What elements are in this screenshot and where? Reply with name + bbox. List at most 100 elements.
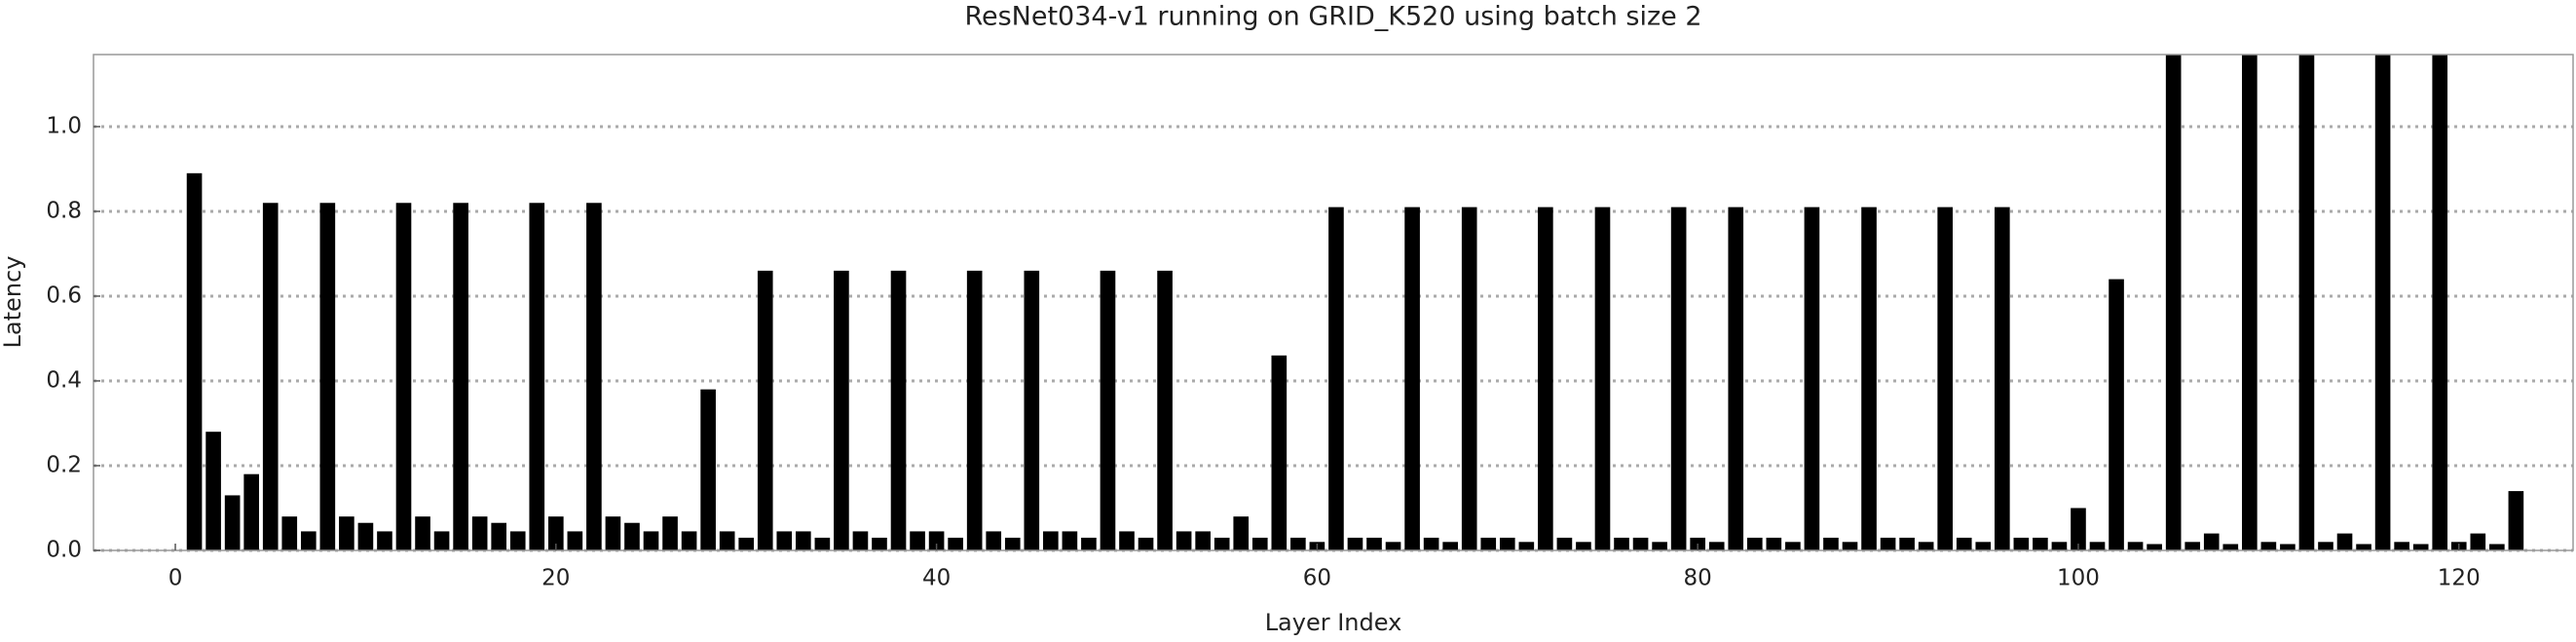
y-tick-label: 0.6 bbox=[46, 283, 82, 308]
bar bbox=[243, 473, 259, 550]
bar bbox=[186, 172, 203, 550]
bar bbox=[339, 516, 355, 550]
bar bbox=[796, 531, 811, 550]
bar bbox=[662, 516, 678, 550]
bar bbox=[2089, 542, 2106, 550]
bar bbox=[1556, 537, 1573, 550]
bar bbox=[415, 516, 430, 550]
bar bbox=[1385, 542, 1401, 550]
bar bbox=[1670, 207, 1687, 550]
y-tick-label: 0.8 bbox=[46, 198, 82, 223]
bar bbox=[1614, 537, 1629, 550]
bar bbox=[1842, 542, 1858, 550]
y-axis-label: Latency bbox=[0, 256, 26, 349]
bar bbox=[2412, 544, 2429, 550]
bar bbox=[1956, 537, 1972, 550]
bar bbox=[547, 516, 564, 550]
bars bbox=[186, 55, 2524, 550]
bar bbox=[1632, 537, 1649, 550]
bar bbox=[1043, 531, 1059, 550]
bar bbox=[681, 531, 697, 550]
bar bbox=[2374, 55, 2391, 550]
plot-frame bbox=[93, 54, 2574, 551]
bar bbox=[2147, 544, 2162, 550]
bar bbox=[471, 516, 488, 550]
bar bbox=[1004, 537, 1021, 550]
bar bbox=[928, 531, 945, 550]
bar bbox=[1100, 270, 1116, 550]
chart-title: ResNet034-v1 running on GRID_K520 using … bbox=[964, 2, 1701, 32]
bar bbox=[1937, 207, 1954, 550]
bar bbox=[1290, 537, 1306, 550]
bar bbox=[2336, 533, 2353, 550]
bar bbox=[1499, 537, 1515, 550]
bar bbox=[2470, 533, 2486, 550]
bar bbox=[2051, 542, 2068, 550]
bar bbox=[395, 203, 412, 550]
y-tick-label: 1.0 bbox=[46, 113, 82, 138]
bar bbox=[262, 203, 279, 550]
x-tick-label: 0 bbox=[168, 566, 183, 591]
bar bbox=[1785, 542, 1801, 550]
bar bbox=[2242, 55, 2258, 550]
bar bbox=[1138, 537, 1154, 550]
bar bbox=[224, 495, 241, 550]
bar bbox=[319, 203, 336, 550]
bar bbox=[2013, 537, 2030, 550]
x-tick-label: 80 bbox=[1684, 566, 1712, 591]
bar bbox=[1861, 207, 1877, 550]
bar bbox=[509, 531, 526, 550]
bar bbox=[1119, 531, 1135, 550]
bar bbox=[1975, 542, 1992, 550]
bar bbox=[1024, 270, 1040, 550]
bar bbox=[1251, 537, 1268, 550]
bar bbox=[205, 432, 221, 550]
bar bbox=[2184, 542, 2201, 550]
bar bbox=[2356, 544, 2371, 550]
bar bbox=[1423, 537, 1439, 550]
y-tick-label: 0.2 bbox=[46, 452, 82, 477]
bar bbox=[700, 389, 716, 550]
bar bbox=[1480, 537, 1497, 550]
bar bbox=[357, 522, 374, 550]
bar bbox=[1213, 537, 1230, 550]
x-tick-label: 20 bbox=[541, 566, 570, 591]
bar bbox=[1728, 207, 1744, 550]
bar bbox=[1899, 537, 1915, 550]
bar bbox=[1576, 542, 1591, 550]
x-tick-label: 40 bbox=[922, 566, 951, 591]
bar bbox=[491, 522, 507, 550]
bar bbox=[433, 531, 450, 550]
bar bbox=[624, 522, 640, 550]
bar bbox=[1823, 537, 1839, 550]
bar bbox=[2394, 542, 2409, 550]
bar bbox=[1271, 355, 1288, 550]
bar bbox=[852, 531, 869, 550]
bar bbox=[1461, 207, 1477, 550]
bar bbox=[1994, 207, 2010, 550]
bar bbox=[605, 516, 621, 550]
bar bbox=[2508, 491, 2524, 550]
bar bbox=[1804, 207, 1820, 550]
bar bbox=[300, 531, 317, 550]
bar bbox=[453, 203, 468, 550]
bar bbox=[2432, 55, 2448, 550]
x-tick-label: 120 bbox=[2438, 566, 2481, 591]
bar bbox=[2109, 279, 2124, 550]
bar bbox=[529, 203, 545, 550]
bar bbox=[1347, 537, 1363, 550]
bar bbox=[1746, 537, 1763, 550]
bar bbox=[1518, 542, 1535, 550]
bar bbox=[1442, 542, 1458, 550]
bar bbox=[1195, 531, 1211, 550]
bar bbox=[986, 531, 1002, 550]
bar bbox=[872, 537, 887, 550]
bar bbox=[814, 537, 831, 550]
bar bbox=[2203, 533, 2220, 550]
bar bbox=[948, 537, 963, 550]
bar bbox=[1538, 207, 1553, 550]
bar bbox=[1404, 207, 1420, 550]
bar bbox=[1594, 207, 1611, 550]
